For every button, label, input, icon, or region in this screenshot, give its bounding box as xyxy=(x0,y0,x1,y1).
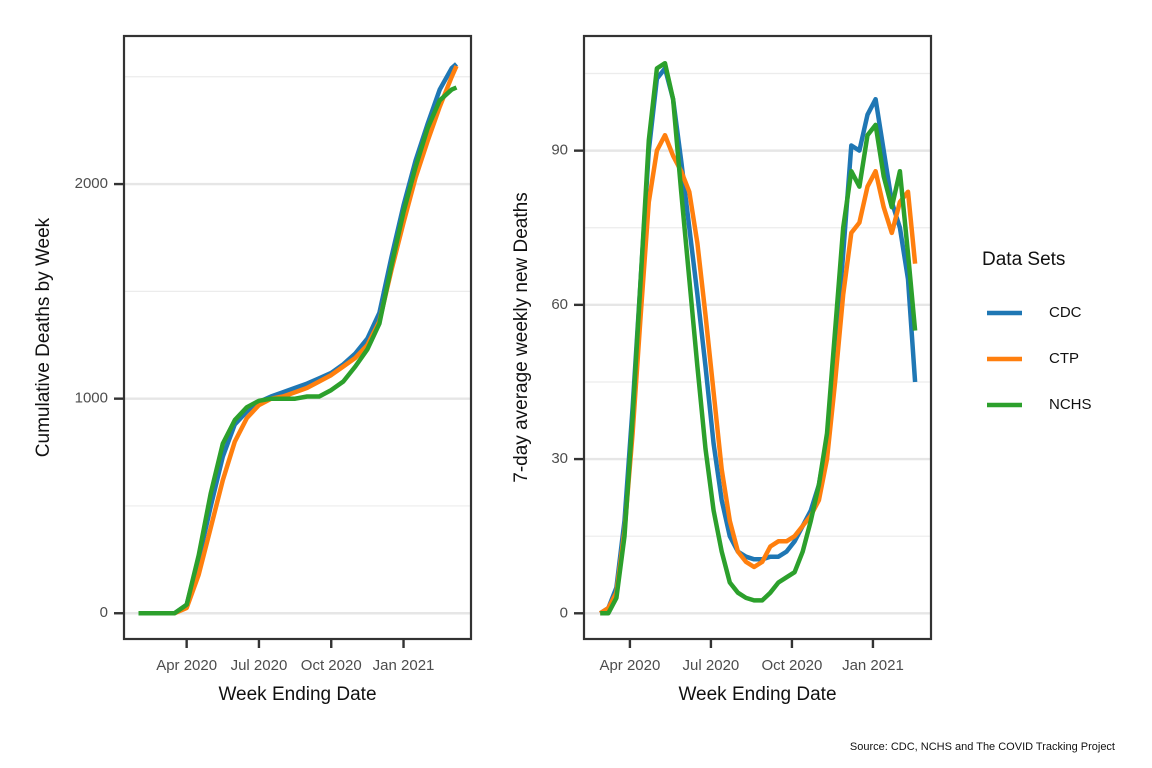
x-tick-label: Jan 2021 xyxy=(373,657,435,674)
plot-border xyxy=(122,34,473,641)
y-tick-label: 1000 xyxy=(75,390,108,407)
x-axis-title: Week Ending Date xyxy=(678,684,836,705)
legend-label: NCHS xyxy=(1049,396,1092,413)
x-tick-label: Jul 2020 xyxy=(683,657,740,674)
x-tick-label: Apr 2020 xyxy=(156,657,217,674)
y-axis-title: 7-day average weekly new Deaths xyxy=(511,192,532,482)
y-tick-label: 0 xyxy=(560,604,568,621)
legend-title: Data Sets xyxy=(982,249,1065,270)
y-tick-label: 30 xyxy=(551,450,568,467)
x-tick-label: Apr 2020 xyxy=(599,657,660,674)
x-tick-label: Jul 2020 xyxy=(231,657,288,674)
data-line xyxy=(599,132,918,616)
data-line xyxy=(138,65,459,616)
data-line xyxy=(600,60,918,616)
y-axis-title: Cumulative Deaths by Week xyxy=(33,217,54,457)
source-note: Source: CDC, NCHS and The COVID Tracking… xyxy=(850,741,1115,753)
legend-label: CDC xyxy=(1049,304,1082,321)
y-tick-label: 0 xyxy=(100,604,108,621)
data-line xyxy=(138,85,458,616)
data-line xyxy=(138,62,459,616)
x-tick-label: Oct 2020 xyxy=(761,657,822,674)
x-axis-title: Week Ending Date xyxy=(218,684,376,705)
legend-label: CTP xyxy=(1049,350,1079,367)
y-tick-label: 90 xyxy=(551,142,568,159)
y-tick-label: 60 xyxy=(551,296,568,313)
x-tick-label: Oct 2020 xyxy=(301,657,362,674)
plot-border xyxy=(582,34,933,641)
y-tick-label: 2000 xyxy=(75,175,108,192)
x-tick-label: Jan 2021 xyxy=(842,657,904,674)
